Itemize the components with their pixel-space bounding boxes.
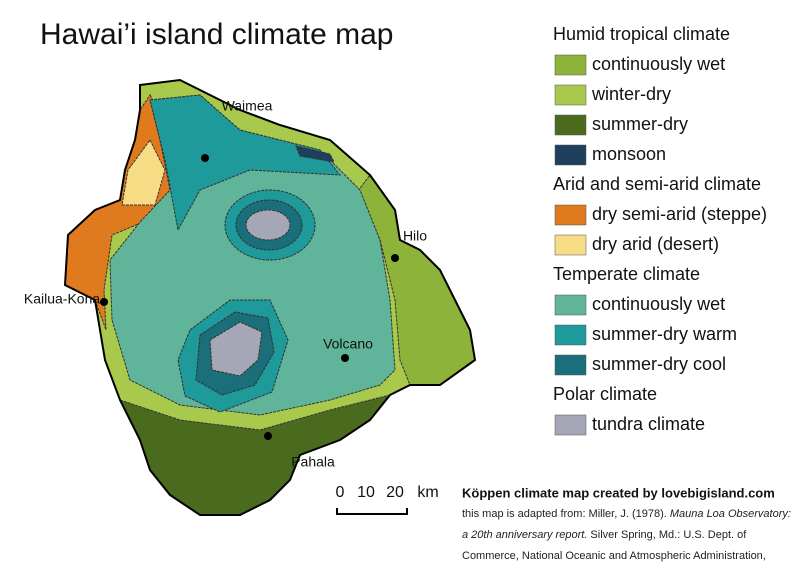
scale-label: 0 <box>336 484 345 501</box>
legend-swatch <box>554 234 587 256</box>
legend-heading: Polar climate <box>553 384 657 404</box>
citation-title: Mauna Loa Observatory: a 20th anniversar… <box>462 508 791 541</box>
citation-rest: Silver Spring, Md.: U.S. Dept. of Commer… <box>462 529 766 562</box>
scale-line <box>336 508 408 515</box>
town-dot <box>341 354 349 362</box>
town-label: Hilo <box>403 228 427 244</box>
legend: Humid tropical climate continuously wet wi… <box>553 24 767 436</box>
town-dot <box>264 432 272 440</box>
legend-swatch <box>554 114 587 136</box>
legend-heading: Temperate climate <box>553 264 700 284</box>
citation: this map is adapted from: Miller, J. (19… <box>462 504 792 567</box>
citation-prefix: this map is adapted from: Miller, J. (19… <box>462 508 670 520</box>
island-outline <box>63 78 477 516</box>
legend-swatch <box>554 84 587 106</box>
scale-unit: km <box>417 484 438 501</box>
legend-swatch <box>554 294 587 316</box>
legend-swatch <box>554 144 587 166</box>
legend-swatch <box>554 204 587 226</box>
legend-heading: Humid tropical climate <box>553 24 730 44</box>
town-label: Waimea <box>222 98 273 114</box>
legend-label: continuously wet <box>592 54 725 74</box>
legend-swatch <box>554 54 587 76</box>
region-tundra-mk <box>245 209 291 241</box>
legend-label: monsoon <box>592 144 666 164</box>
town-dot <box>391 254 399 262</box>
town-dot <box>201 154 209 162</box>
legend-label: tundra climate <box>592 414 705 434</box>
legend-label: winter-dry <box>591 84 671 104</box>
region-desert <box>121 139 166 206</box>
credit-line: Köppen climate map created by lovebigisl… <box>462 485 775 500</box>
legend-swatch <box>554 414 587 436</box>
region-tundra-ml <box>209 321 263 377</box>
scale-bar: 0 10 20 km <box>336 484 439 515</box>
legend-label: summer-dry warm <box>592 324 737 344</box>
legend-label: dry semi-arid (steppe) <box>592 204 767 224</box>
legend-swatch <box>554 324 587 346</box>
legend-label: dry arid (desert) <box>592 234 719 254</box>
town-label: Volcano <box>323 336 373 352</box>
town-label: Kailua-Kona <box>24 291 100 307</box>
region-warm-north <box>149 94 342 232</box>
legend-label: summer-dry <box>592 114 688 134</box>
legend-label: continuously wet <box>592 294 725 314</box>
legend-heading: Arid and semi-arid climate <box>553 174 761 194</box>
town-label: Pahala <box>291 454 335 470</box>
scale-label: 10 <box>357 484 375 501</box>
legend-label: summer-dry cool <box>592 354 726 374</box>
legend-swatch <box>554 354 587 376</box>
region-monsoon <box>295 145 335 163</box>
island <box>63 78 477 516</box>
town-dot <box>100 298 108 306</box>
towns: Waimea Hilo Kailua-Kona Volcano Pahala <box>24 98 427 470</box>
title: Hawai’i island climate map <box>40 18 393 51</box>
scale-label: 20 <box>386 484 404 501</box>
